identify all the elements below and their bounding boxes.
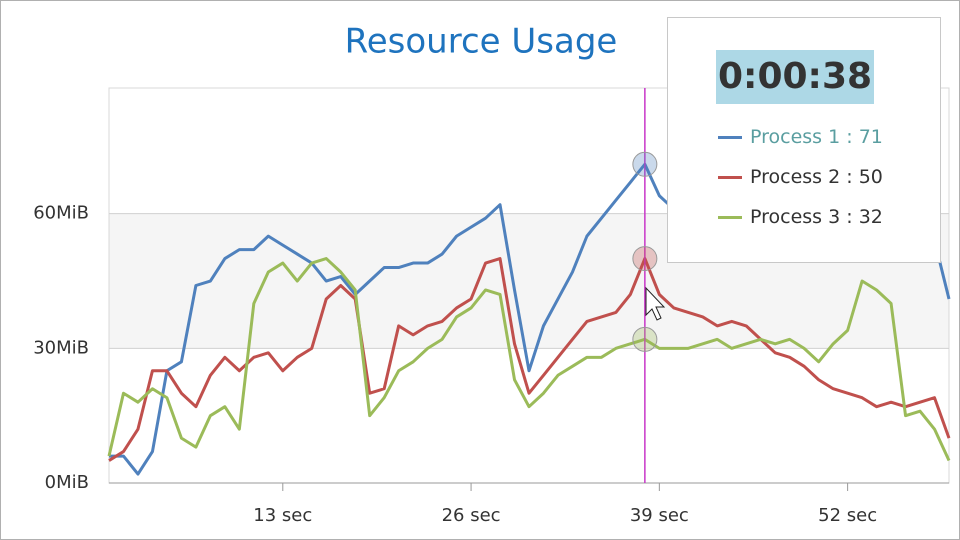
chart-title: Resource Usage — [345, 22, 618, 62]
x-tick-label: 26 sec — [442, 505, 501, 526]
legend-swatch — [718, 176, 742, 179]
tooltip-time: 0:00:38 — [716, 50, 875, 104]
series-name: Process 1 — [750, 126, 841, 148]
series-name: Process 3 — [750, 206, 841, 228]
mouse-cursor — [645, 286, 666, 321]
hover-marker — [632, 246, 658, 272]
series-line — [107, 257, 951, 462]
hover-marker — [632, 326, 658, 352]
series-value: 32 — [858, 206, 883, 228]
separator: : — [840, 206, 859, 228]
series-value: 71 — [858, 126, 883, 148]
series-name: Process 2 — [750, 166, 841, 188]
x-tick-label: 52 sec — [818, 505, 877, 526]
tooltip-row: Process 2 : 50 — [718, 162, 883, 192]
legend-swatch — [718, 216, 742, 219]
hover-marker — [632, 151, 658, 177]
separator: : — [840, 166, 859, 188]
series-line — [108, 257, 951, 462]
tooltip-row: Process 1 : 71 — [718, 122, 883, 152]
x-tick-label: 13 sec — [253, 505, 312, 526]
x-tick-label: 39 sec — [630, 505, 689, 526]
tooltip-row: Process 3 : 32 — [718, 202, 883, 232]
y-tick-label: 60MiB — [33, 203, 89, 224]
y-tick-label: 0MiB — [45, 472, 89, 493]
series-value: 50 — [858, 166, 883, 188]
separator: : — [840, 126, 859, 148]
tooltip: 0:00:38 Process 1 : 71 Process 2 : 50 Proc… — [667, 17, 941, 263]
legend-swatch — [718, 136, 742, 139]
y-tick-label: 30MiB — [33, 337, 89, 358]
